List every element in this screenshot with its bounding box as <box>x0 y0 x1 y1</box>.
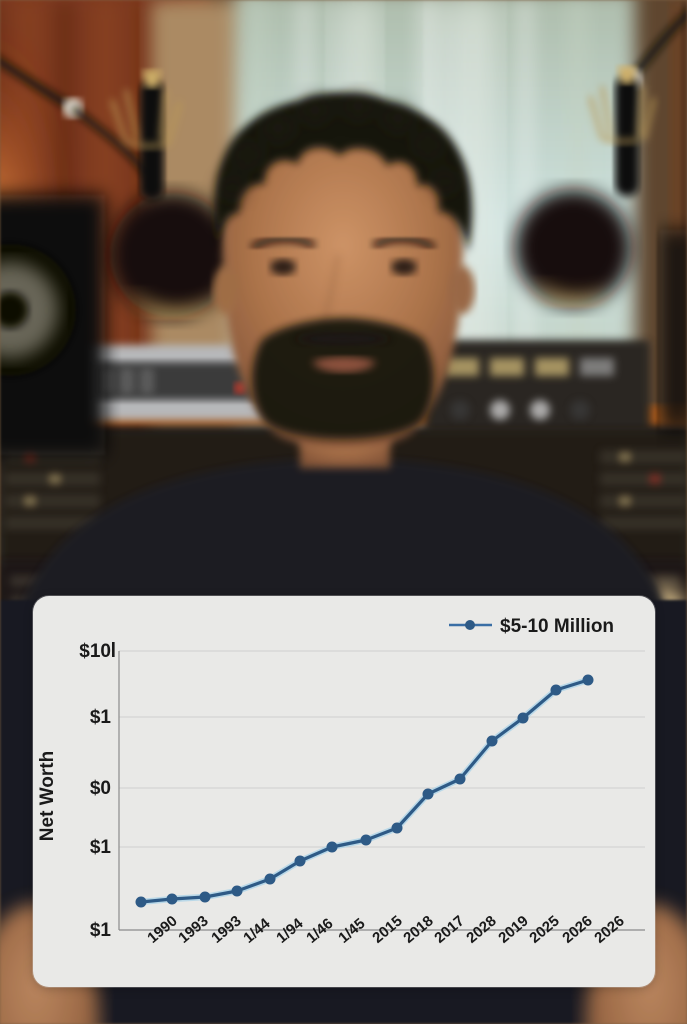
svg-text:$1: $1 <box>90 707 112 728</box>
svg-text:1993: 1993 <box>208 912 244 946</box>
svg-text:2015: 2015 <box>369 912 405 946</box>
svg-text:2026: 2026 <box>591 912 627 946</box>
svg-text:$1: $1 <box>90 837 112 858</box>
svg-text:1/45: 1/45 <box>335 915 368 947</box>
svg-text:2019: 2019 <box>495 912 531 946</box>
svg-text:2028: 2028 <box>463 912 499 946</box>
svg-text:1/94: 1/94 <box>273 915 307 947</box>
svg-text:2017: 2017 <box>431 912 467 946</box>
svg-text:2025: 2025 <box>526 912 562 946</box>
svg-text:Net Worth: Net Worth <box>37 751 58 841</box>
svg-text:1/46: 1/46 <box>303 915 336 947</box>
svg-text:2018: 2018 <box>400 912 436 946</box>
svg-text:1993: 1993 <box>175 912 211 946</box>
svg-text:$5-10 Million: $5-10 Million <box>500 616 614 637</box>
svg-text:$0: $0 <box>90 778 111 799</box>
svg-text:$10: $10 <box>79 641 111 662</box>
svg-text:$1: $1 <box>90 920 112 941</box>
svg-text:1990: 1990 <box>144 912 180 946</box>
svg-text:1/44: 1/44 <box>240 915 274 947</box>
svg-text:2026: 2026 <box>559 912 595 946</box>
